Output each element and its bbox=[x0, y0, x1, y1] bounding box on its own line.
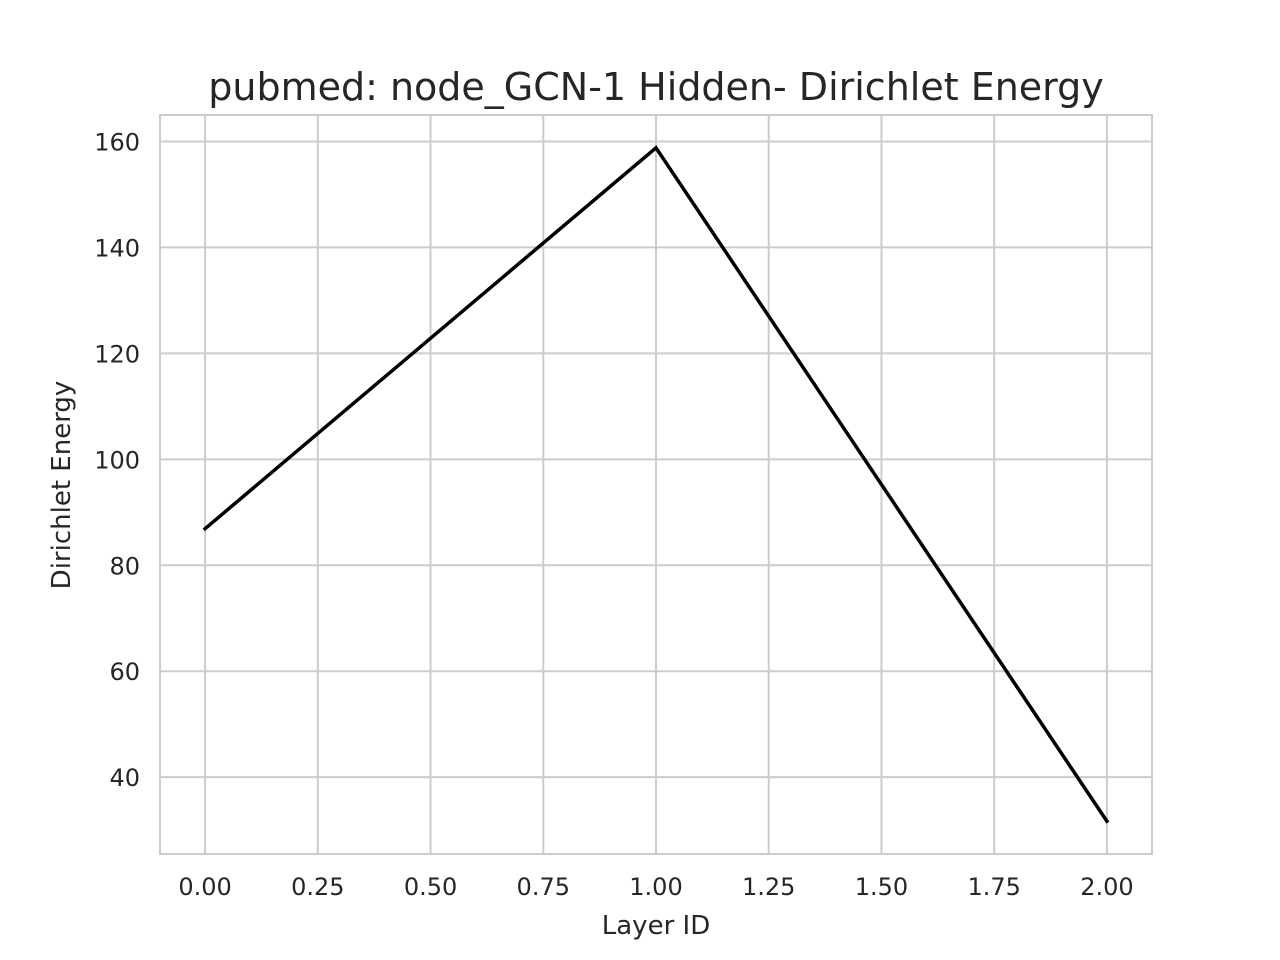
grid bbox=[160, 115, 1152, 854]
y-tick-label: 100 bbox=[94, 446, 140, 474]
x-tick-label: 1.00 bbox=[629, 873, 682, 901]
x-tick-label: 0.75 bbox=[517, 873, 570, 901]
y-axis-label: Dirichlet Energy bbox=[47, 381, 77, 590]
y-axis-ticks: 40 60 80 100 120 140 160 bbox=[94, 128, 140, 792]
x-axis-ticks: 0.00 0.25 0.50 0.75 1.00 1.25 1.50 1.75 2.00 bbox=[178, 873, 1133, 901]
series-layer bbox=[202, 145, 1110, 824]
y-tick-label: 40 bbox=[109, 764, 140, 792]
x-tick-label: 0.00 bbox=[178, 873, 231, 901]
x-tick-label: 0.25 bbox=[291, 873, 344, 901]
y-tick-label: 80 bbox=[109, 552, 140, 580]
x-axis-label: Layer ID bbox=[602, 911, 710, 941]
x-tick-label: 1.75 bbox=[967, 873, 1020, 901]
y-tick-label: 160 bbox=[94, 128, 140, 156]
y-tick-label: 60 bbox=[109, 658, 140, 686]
x-tick-label: 1.25 bbox=[742, 873, 795, 901]
y-tick-label: 120 bbox=[94, 340, 140, 368]
x-tick-label: 0.50 bbox=[404, 873, 457, 901]
plot-area-border bbox=[159, 114, 1153, 855]
y-tick-label: 140 bbox=[94, 234, 140, 262]
x-tick-label: 1.50 bbox=[855, 873, 908, 901]
series-line bbox=[202, 145, 1110, 824]
x-tick-label: 2.00 bbox=[1080, 873, 1133, 901]
chart-title: pubmed: node_GCN-1 Hidden- Dirichlet Ene… bbox=[208, 65, 1104, 109]
